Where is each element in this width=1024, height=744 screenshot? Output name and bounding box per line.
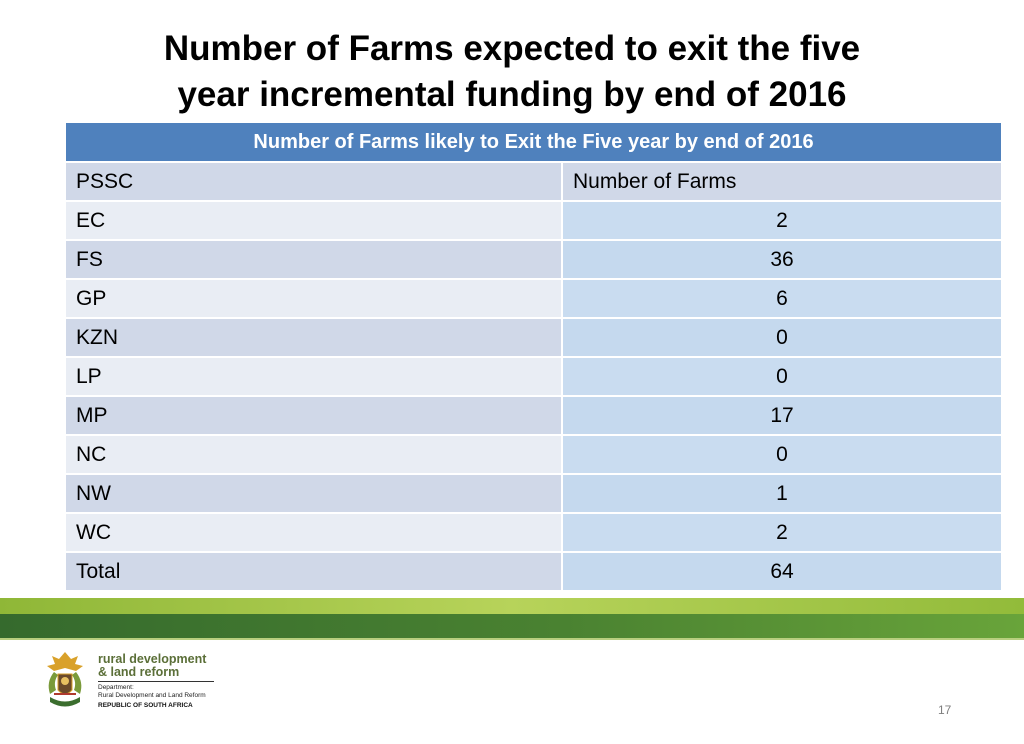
slide-title-line-2: year incremental funding by end of 2016 <box>177 75 847 114</box>
table-caption: Number of Farms likely to Exit the Five … <box>64 121 1003 163</box>
column-header-pssc: PSSC <box>64 161 563 202</box>
row-pssc-cell: WC <box>64 512 563 553</box>
decorative-band-light <box>0 598 1024 614</box>
table-row: MP 17 <box>64 395 1003 436</box>
logo-divider <box>98 681 214 682</box>
total-label-cell: Total <box>64 551 563 592</box>
slide-title-line-1: Number of Farms expected to exit the fiv… <box>163 29 861 68</box>
table-total-row: Total 64 <box>64 551 1003 592</box>
table-header-row: PSSC Number of Farms <box>64 161 1003 202</box>
row-farms-cell: 17 <box>561 395 1003 436</box>
row-pssc-cell: KZN <box>64 317 563 358</box>
table-row: NC 0 <box>64 434 1003 475</box>
row-farms-cell: 0 <box>561 317 1003 358</box>
row-farms-cell: 2 <box>561 200 1003 241</box>
row-farms-cell: 0 <box>561 356 1003 397</box>
department-logo: rural development & land reform Departme… <box>40 650 230 712</box>
table-row: LP 0 <box>64 356 1003 397</box>
row-pssc-cell: NC <box>64 434 563 475</box>
row-farms-cell: 36 <box>561 239 1003 280</box>
row-farms-cell: 1 <box>561 473 1003 514</box>
table-row: EC 2 <box>64 200 1003 241</box>
row-farms-cell: 0 <box>561 434 1003 475</box>
row-pssc-cell: NW <box>64 473 563 514</box>
logo-country: REPUBLIC OF SOUTH AFRICA <box>98 702 193 709</box>
row-pssc-cell: FS <box>64 239 563 280</box>
row-pssc-cell: EC <box>64 200 563 241</box>
table-caption-row: Number of Farms likely to Exit the Five … <box>64 121 1003 163</box>
table-row: NW 1 <box>64 473 1003 514</box>
row-pssc-cell: LP <box>64 356 563 397</box>
column-header-number-of-farms: Number of Farms <box>561 161 1003 202</box>
logo-line-1: rural development <box>98 652 207 666</box>
row-farms-cell: 2 <box>561 512 1003 553</box>
row-pssc-cell: GP <box>64 278 563 319</box>
table-row: KZN 0 <box>64 317 1003 358</box>
slide-title: Number of Farms expected to exit the fiv… <box>40 26 984 118</box>
coat-of-arms-icon <box>47 652 83 707</box>
farms-exit-table: Number of Farms likely to Exit the Five … <box>64 121 1003 592</box>
decorative-band-dark <box>0 614 1024 638</box>
page-number: 17 <box>938 703 952 717</box>
logo-department-label: Department: <box>98 684 134 691</box>
logo-department-name: Rural Development and Land Reform <box>98 692 206 699</box>
decorative-band-line <box>0 638 1024 640</box>
row-pssc-cell: MP <box>64 395 563 436</box>
table-row: FS 36 <box>64 239 1003 280</box>
row-farms-cell: 6 <box>561 278 1003 319</box>
logo-line-2: & land reform <box>98 665 180 679</box>
table-row: WC 2 <box>64 512 1003 553</box>
table-row: GP 6 <box>64 278 1003 319</box>
total-farms-cell: 64 <box>561 551 1003 592</box>
